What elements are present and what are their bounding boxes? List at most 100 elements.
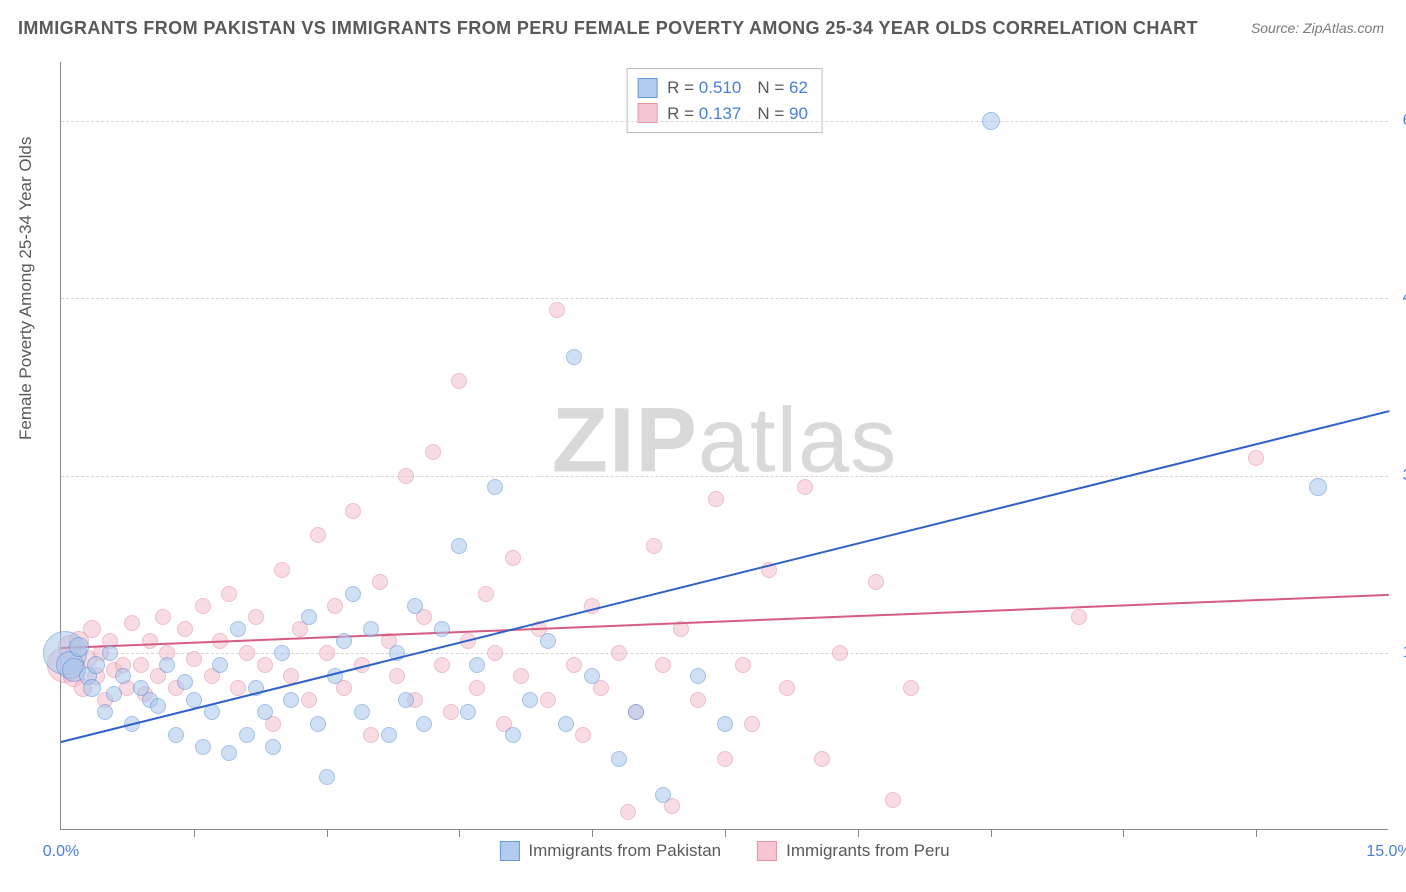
data-point-peru bbox=[885, 792, 901, 808]
data-point-pakistan bbox=[566, 349, 582, 365]
data-point-peru bbox=[868, 574, 884, 590]
gridline bbox=[61, 121, 1388, 122]
data-point-peru bbox=[230, 680, 246, 696]
data-point-peru bbox=[487, 645, 503, 661]
data-point-peru bbox=[239, 645, 255, 661]
chart-title: IMMIGRANTS FROM PAKISTAN VS IMMIGRANTS F… bbox=[18, 18, 1198, 39]
y-tick-label: 30.0% bbox=[1394, 467, 1406, 485]
data-point-pakistan bbox=[83, 679, 101, 697]
data-point-pakistan bbox=[451, 538, 467, 554]
data-point-peru bbox=[443, 704, 459, 720]
data-point-pakistan bbox=[168, 727, 184, 743]
series-legend: Immigrants from Pakistan Immigrants from… bbox=[499, 841, 949, 861]
data-point-peru bbox=[425, 444, 441, 460]
data-point-peru bbox=[903, 680, 919, 696]
data-point-peru bbox=[566, 657, 582, 673]
data-point-peru bbox=[389, 668, 405, 684]
data-point-pakistan bbox=[416, 716, 432, 732]
swatch-peru bbox=[757, 841, 777, 861]
gridline bbox=[61, 298, 1388, 299]
x-tick bbox=[725, 829, 726, 837]
y-axis-label: Female Poverty Among 25-34 Year Olds bbox=[16, 137, 36, 440]
legend-item-peru: Immigrants from Peru bbox=[757, 841, 949, 861]
r-value-pakistan: 0.510 bbox=[699, 78, 742, 97]
data-point-pakistan bbox=[319, 769, 335, 785]
data-point-peru bbox=[513, 668, 529, 684]
data-point-pakistan bbox=[212, 657, 228, 673]
data-point-peru bbox=[549, 302, 565, 318]
data-point-peru bbox=[310, 527, 326, 543]
gridline bbox=[61, 653, 1388, 654]
y-tick-label: 60.0% bbox=[1394, 112, 1406, 130]
data-point-pakistan bbox=[717, 716, 733, 732]
data-point-pakistan bbox=[301, 609, 317, 625]
n-prefix: N = bbox=[757, 78, 784, 97]
data-point-peru bbox=[646, 538, 662, 554]
data-point-pakistan bbox=[655, 787, 671, 803]
data-point-peru bbox=[744, 716, 760, 732]
data-point-peru bbox=[124, 615, 140, 631]
swatch-pakistan bbox=[499, 841, 519, 861]
x-tick bbox=[194, 829, 195, 837]
data-point-peru bbox=[83, 620, 101, 638]
x-tick bbox=[991, 829, 992, 837]
legend-row-peru: R = 0.137N = 90 bbox=[637, 101, 808, 127]
data-point-peru bbox=[133, 657, 149, 673]
data-point-peru bbox=[345, 503, 361, 519]
data-point-pakistan bbox=[628, 704, 644, 720]
data-point-pakistan bbox=[159, 657, 175, 673]
data-point-pakistan bbox=[87, 656, 105, 674]
legend-label-peru: Immigrants from Peru bbox=[786, 841, 949, 861]
data-point-peru bbox=[505, 550, 521, 566]
data-point-pakistan bbox=[690, 668, 706, 684]
watermark: ZIPatlas bbox=[552, 388, 897, 493]
n-prefix: N = bbox=[757, 104, 784, 123]
data-point-peru bbox=[177, 621, 193, 637]
data-point-peru bbox=[1248, 450, 1264, 466]
data-point-pakistan bbox=[487, 479, 503, 495]
data-point-pakistan bbox=[69, 637, 89, 657]
data-point-peru bbox=[398, 468, 414, 484]
data-point-peru bbox=[1071, 609, 1087, 625]
data-point-pakistan bbox=[310, 716, 326, 732]
correlation-legend: R = 0.510 N = 62 R = 0.137N = 90 bbox=[626, 68, 823, 133]
data-point-pakistan bbox=[106, 686, 122, 702]
y-tick-label: 45.0% bbox=[1394, 289, 1406, 307]
data-point-peru bbox=[717, 751, 733, 767]
r-prefix: R = bbox=[667, 78, 694, 97]
data-point-peru bbox=[832, 645, 848, 661]
data-point-peru bbox=[195, 598, 211, 614]
legend-label-pakistan: Immigrants from Pakistan bbox=[528, 841, 721, 861]
x-tick bbox=[592, 829, 593, 837]
data-point-pakistan bbox=[558, 716, 574, 732]
data-point-pakistan bbox=[1309, 478, 1327, 496]
data-point-peru bbox=[257, 657, 273, 673]
data-point-pakistan bbox=[611, 751, 627, 767]
data-point-peru bbox=[155, 609, 171, 625]
r-prefix: R = bbox=[667, 104, 694, 123]
n-value-pakistan: 62 bbox=[789, 78, 808, 97]
data-point-pakistan bbox=[230, 621, 246, 637]
data-point-pakistan bbox=[345, 586, 361, 602]
data-point-pakistan bbox=[336, 633, 352, 649]
data-point-pakistan bbox=[239, 727, 255, 743]
data-point-pakistan bbox=[274, 645, 290, 661]
data-point-peru bbox=[301, 692, 317, 708]
data-point-peru bbox=[797, 479, 813, 495]
data-point-pakistan bbox=[102, 645, 118, 661]
data-point-peru bbox=[221, 586, 237, 602]
data-point-pakistan bbox=[195, 739, 211, 755]
data-point-peru bbox=[274, 562, 290, 578]
data-point-peru bbox=[611, 645, 627, 661]
data-point-pakistan bbox=[522, 692, 538, 708]
gridline bbox=[61, 476, 1388, 477]
data-point-peru bbox=[655, 657, 671, 673]
x-tick bbox=[459, 829, 460, 837]
data-point-peru bbox=[248, 609, 264, 625]
data-point-peru bbox=[620, 804, 636, 820]
y-tick-label: 15.0% bbox=[1394, 644, 1406, 662]
n-value-peru: 90 bbox=[789, 104, 808, 123]
trend-line-pakistan bbox=[61, 411, 1389, 744]
legend-item-pakistan: Immigrants from Pakistan bbox=[499, 841, 721, 861]
data-point-pakistan bbox=[177, 674, 193, 690]
